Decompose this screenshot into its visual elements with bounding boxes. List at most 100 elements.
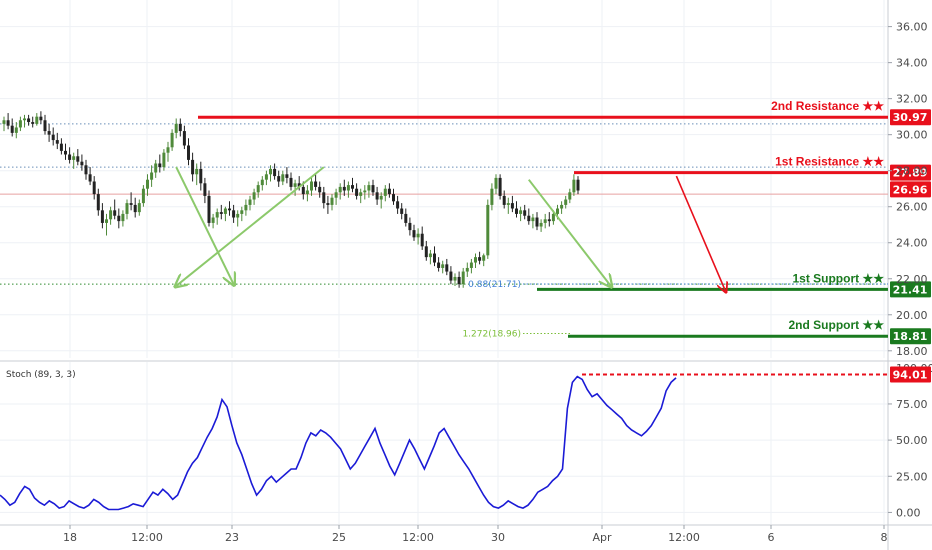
candle-body xyxy=(281,174,285,182)
candle-body xyxy=(486,204,490,256)
candle-body xyxy=(412,230,416,238)
candle-body xyxy=(178,123,182,132)
candle-body xyxy=(27,118,31,123)
candle-body xyxy=(2,120,6,124)
candle-body xyxy=(383,188,387,196)
candle-body xyxy=(420,233,424,247)
candle-body xyxy=(252,192,256,200)
candle-body xyxy=(55,140,59,144)
candle-body xyxy=(18,120,22,128)
candle-body xyxy=(39,116,43,121)
level-label-resistance: 2nd Resistance ★★ xyxy=(771,99,884,113)
candle-body xyxy=(240,210,244,214)
candle-body xyxy=(433,253,436,263)
candle-body xyxy=(88,174,92,182)
stochastic-line xyxy=(0,375,677,511)
candle-body xyxy=(76,156,80,162)
candle-body xyxy=(457,276,461,285)
candle-body xyxy=(404,213,408,223)
candle-body xyxy=(51,134,55,141)
x-tick-label: 25 xyxy=(332,531,346,544)
trend-arrow xyxy=(675,175,725,291)
candle-body xyxy=(367,185,371,191)
candle-body xyxy=(203,183,207,196)
candle-body xyxy=(158,163,162,168)
candle-body xyxy=(379,195,383,200)
candle-body xyxy=(539,222,543,227)
candle-body xyxy=(207,195,211,223)
y-tick-label: 24.00 xyxy=(896,237,928,250)
candle-body xyxy=(64,150,67,155)
candle-body xyxy=(133,204,137,213)
candle-body xyxy=(556,208,559,214)
price-badge xyxy=(890,164,931,181)
candle-body xyxy=(342,186,346,191)
candle-body xyxy=(174,123,178,133)
candle-body xyxy=(527,215,531,222)
candle-body xyxy=(35,116,39,124)
fib-label: 1.272(18.96) xyxy=(462,330,521,340)
candle-body xyxy=(113,210,117,216)
trend-arrow xyxy=(176,166,325,286)
level-label-resistance: 1st Resistance ★★ xyxy=(775,155,884,169)
candle-body xyxy=(396,201,400,209)
candle-body xyxy=(109,210,113,220)
indicator-y-tick-label: 75.00 xyxy=(896,398,928,411)
candle-body xyxy=(416,233,420,238)
candle-body xyxy=(551,213,555,222)
candle-body xyxy=(568,192,572,200)
indicator-badge-text: 94.01 xyxy=(893,368,928,381)
candle-body xyxy=(14,127,18,133)
candle-body xyxy=(572,179,576,193)
candle-body xyxy=(43,120,47,132)
candle-body xyxy=(506,203,510,205)
price-badge-text: 18.81 xyxy=(893,330,928,343)
candle-body xyxy=(297,183,301,187)
x-tick-label: 12:00 xyxy=(131,531,163,544)
candle-body xyxy=(322,192,326,204)
candle-body xyxy=(162,152,166,168)
candle-body xyxy=(400,208,404,214)
candle-body xyxy=(228,208,231,211)
current-price-badge xyxy=(890,181,931,198)
indicator-y-tick-label: 25.00 xyxy=(896,470,928,483)
candle-body xyxy=(146,179,149,189)
candle-body xyxy=(211,217,215,223)
candle-body xyxy=(502,195,506,205)
candle-body xyxy=(191,159,195,175)
candle-body xyxy=(248,199,252,205)
indicator-y-tick-label: 50.00 xyxy=(896,434,928,447)
candle-body xyxy=(469,262,473,268)
candle-body xyxy=(137,203,141,213)
price-badge xyxy=(890,328,931,345)
candle-body xyxy=(424,246,428,258)
candle-body xyxy=(482,255,486,261)
candle-body xyxy=(363,190,367,193)
candle-body xyxy=(219,212,223,214)
candle-body xyxy=(232,210,236,218)
current-price-badge-text: 26.96 xyxy=(893,183,928,196)
candle-body xyxy=(478,257,482,261)
x-tick-label: 23 xyxy=(225,531,239,544)
candle-body xyxy=(408,222,412,231)
candle-body xyxy=(260,179,264,186)
candle-body xyxy=(6,120,10,126)
candle-body xyxy=(100,210,104,223)
candle-body xyxy=(510,203,514,209)
candle-body xyxy=(437,262,441,268)
candle-body xyxy=(170,132,174,148)
y-tick-label: 32.00 xyxy=(896,93,928,106)
candle-body xyxy=(355,188,359,196)
y-tick-label: 18.00 xyxy=(896,345,928,358)
candle-body xyxy=(293,183,297,187)
candle-body xyxy=(59,143,63,151)
candle-body xyxy=(47,131,51,135)
candle-body xyxy=(519,210,523,214)
candle-body xyxy=(490,188,494,205)
candle-body xyxy=(326,203,330,205)
candle-body xyxy=(31,122,35,124)
candle-body xyxy=(141,188,145,204)
x-tick-label: 30 xyxy=(491,531,505,544)
